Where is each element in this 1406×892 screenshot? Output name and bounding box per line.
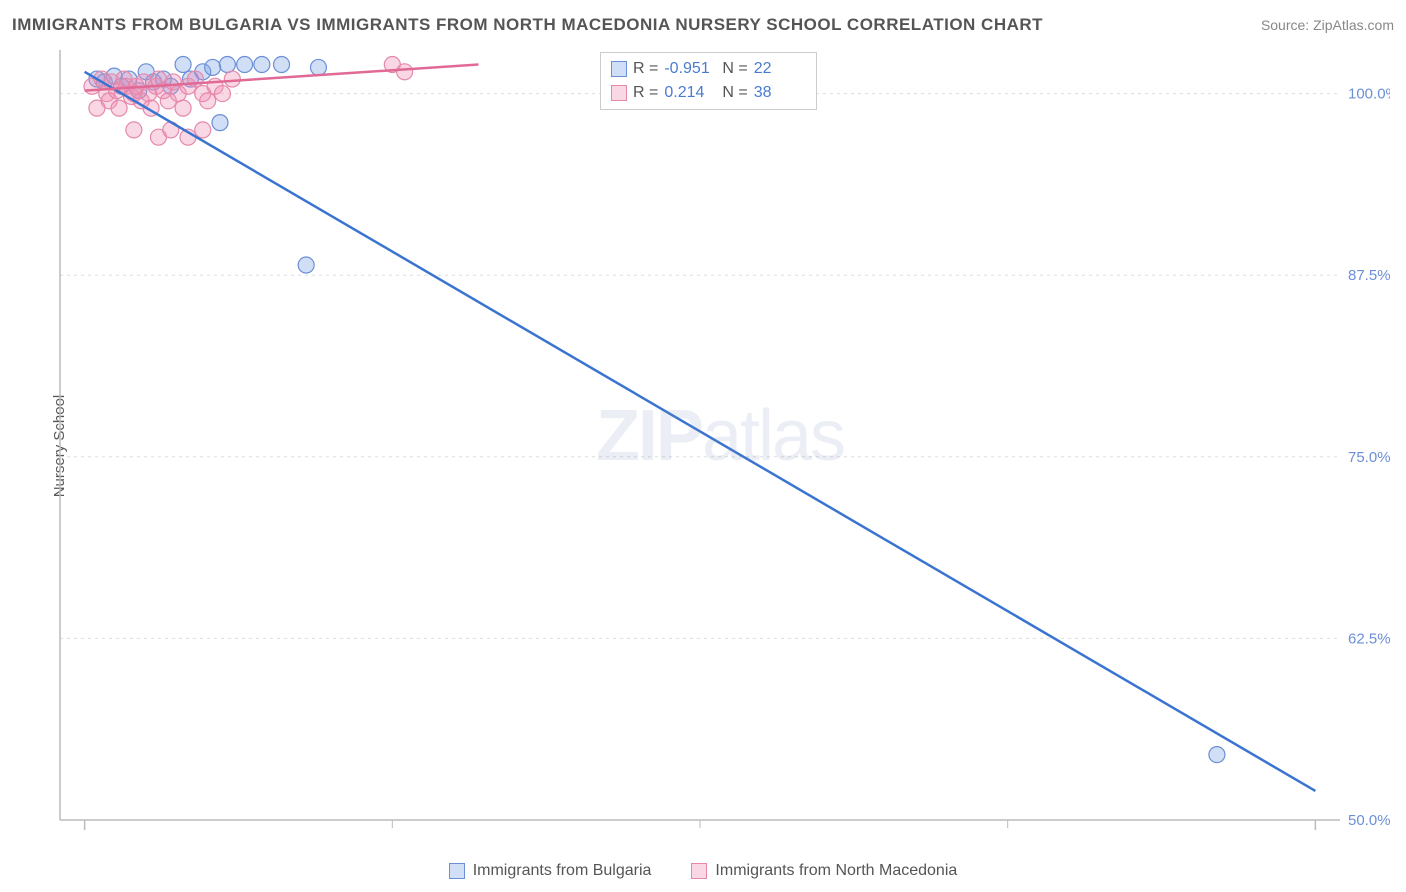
svg-text:87.5%: 87.5%	[1348, 267, 1390, 284]
swatch-macedonia	[611, 85, 627, 101]
r-label: R =	[633, 84, 658, 102]
plot-area: 100.0%87.5%75.0%62.5%50.0%0.0%50.0% ZIPa…	[50, 50, 1390, 830]
n-value: 22	[754, 60, 806, 78]
legend-label: Immigrants from Bulgaria	[473, 862, 652, 880]
stats-box: R = -0.951 N = 22 R = 0.214 N = 38	[600, 52, 817, 110]
title-bar: IMMIGRANTS FROM BULGARIA VS IMMIGRANTS F…	[12, 10, 1394, 40]
n-value: 38	[754, 84, 806, 102]
svg-text:62.5%: 62.5%	[1348, 630, 1390, 647]
legend-label: Immigrants from North Macedonia	[715, 862, 957, 880]
swatch-macedonia	[691, 863, 707, 879]
source-attribution: Source: ZipAtlas.com	[1261, 17, 1394, 33]
bottom-legend: Immigrants from Bulgaria Immigrants from…	[0, 862, 1406, 880]
swatch-bulgaria	[449, 863, 465, 879]
r-value: 0.214	[664, 84, 716, 102]
r-label: R =	[633, 60, 658, 78]
legend-item-bulgaria: Immigrants from Bulgaria	[449, 862, 652, 880]
r-value: -0.951	[664, 60, 716, 78]
stats-row-bulgaria: R = -0.951 N = 22	[611, 57, 806, 81]
n-label: N =	[722, 84, 747, 102]
svg-text:50.0%: 50.0%	[1348, 812, 1390, 829]
svg-text:75.0%: 75.0%	[1348, 449, 1390, 466]
svg-text:100.0%: 100.0%	[1348, 86, 1390, 103]
n-label: N =	[722, 60, 747, 78]
stats-row-macedonia: R = 0.214 N = 38	[611, 81, 806, 105]
swatch-bulgaria	[611, 61, 627, 77]
scatter-chart: 100.0%87.5%75.0%62.5%50.0%0.0%50.0%	[50, 50, 1390, 830]
legend-item-macedonia: Immigrants from North Macedonia	[691, 862, 957, 880]
chart-title: IMMIGRANTS FROM BULGARIA VS IMMIGRANTS F…	[12, 15, 1043, 35]
